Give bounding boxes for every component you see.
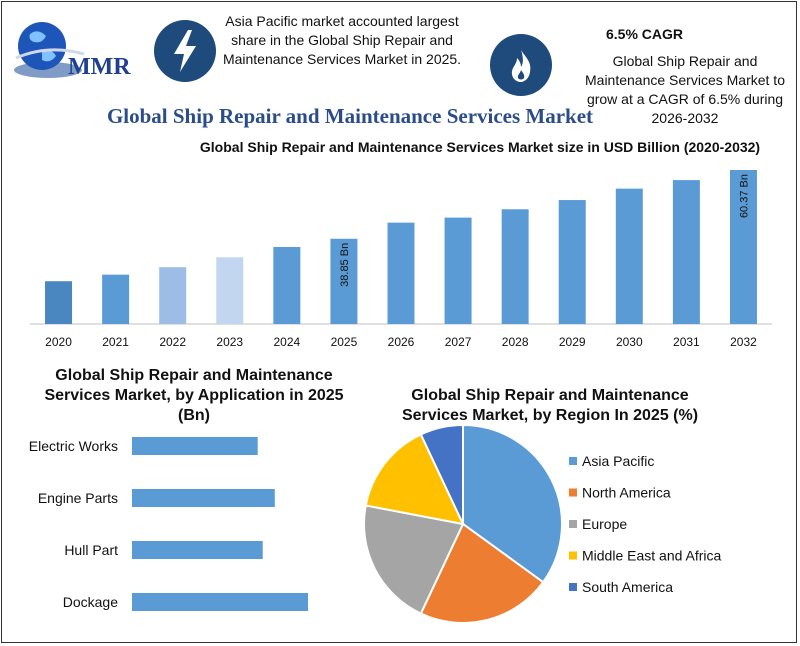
bar-2020 (45, 281, 73, 324)
data-label: 60.37 Bn (738, 174, 750, 218)
market-size-bar-chart: 2020 2021 2022 2023 2024 2025 38.85 Bn 2026 2027… (30, 170, 772, 349)
bar-2024 (273, 247, 301, 324)
data-label: 38.85 Bn (339, 243, 351, 287)
x-tick-label: 2022 (159, 335, 186, 349)
legend-swatch (569, 583, 577, 591)
region-chart-title: Global Ship Repair and Maintenance Servi… (401, 387, 699, 424)
x-tick-label: 2027 (445, 335, 472, 349)
x-tick-label: 2029 (559, 335, 586, 349)
x-tick-label: 2020 (45, 335, 72, 349)
legend-label: North America (582, 485, 671, 501)
bar-2021 (102, 274, 130, 324)
legend-label: South America (582, 579, 673, 595)
pie-slice-south-america (419, 424, 464, 525)
bar-2022 (159, 267, 187, 324)
category-label: Dockage (63, 594, 118, 610)
legend-label: Europe (582, 516, 627, 532)
x-tick-label: 2032 (730, 335, 757, 349)
legend-label: Middle East and Africa (582, 548, 722, 564)
category-label: Engine Parts (38, 490, 118, 506)
legend-label: Asia Pacific (582, 453, 654, 469)
bar-2029 (558, 200, 586, 324)
bar-hull-part (132, 541, 263, 559)
brand-name: MMR (68, 54, 131, 80)
legend-swatch (569, 520, 577, 528)
pie-slice-middle-east-and-africa (364, 433, 465, 526)
flame-icon (490, 34, 552, 96)
lightning-bolt-icon (154, 20, 216, 82)
bar-engine-parts (132, 489, 275, 507)
x-tick-label: 2030 (616, 335, 643, 349)
bar-2031 (672, 180, 700, 324)
bar-2027 (444, 217, 472, 324)
application-chart-title: Global Ship Repair and Maintenance Servi… (44, 367, 344, 424)
legend-swatch (569, 488, 577, 497)
x-tick-label: 2031 (673, 335, 700, 349)
pie-slice-europe (363, 504, 465, 615)
x-tick-label: 2023 (216, 335, 243, 349)
legend-swatch (569, 457, 577, 465)
bar-2023 (216, 257, 244, 324)
info-right-text: Global Ship Repair and Maintenance Servi… (585, 53, 785, 126)
bar-2032 (729, 170, 757, 324)
info-left-text: Asia Pacific market accounted largest sh… (222, 13, 462, 67)
bar-2026 (387, 222, 415, 324)
pie-slice-asia-pacific (462, 424, 563, 584)
bar-2030 (615, 188, 643, 324)
category-label: Electric Works (29, 438, 118, 454)
region-pie-chart: Asia Pacific North America Europe Middle Ea… (363, 424, 722, 624)
cagr-heading: 6.5% CAGR (606, 26, 684, 42)
x-tick-label: 2021 (102, 335, 129, 349)
x-tick-label: 2026 (388, 335, 415, 349)
globe-icon (14, 22, 85, 78)
bar-2025 (330, 238, 358, 324)
x-tick-label: 2024 (273, 335, 300, 349)
x-tick-label: 2028 (502, 335, 529, 349)
x-tick-label: 2025 (331, 335, 358, 349)
main-title: Global Ship Repair and Maintenance Servi… (106, 104, 594, 128)
legend-swatch (569, 551, 577, 560)
category-label: Hull Part (64, 542, 118, 558)
brand-logo: MMR (8, 14, 148, 84)
bar-dockage (132, 593, 308, 611)
bar-2028 (501, 209, 529, 324)
bar-chart-title: Global Ship Repair and Maintenance Servi… (199, 139, 761, 155)
application-bar-chart: Electric Works Engine Parts Hull Part Docka… (29, 437, 308, 611)
bar-electric-works (132, 437, 258, 455)
